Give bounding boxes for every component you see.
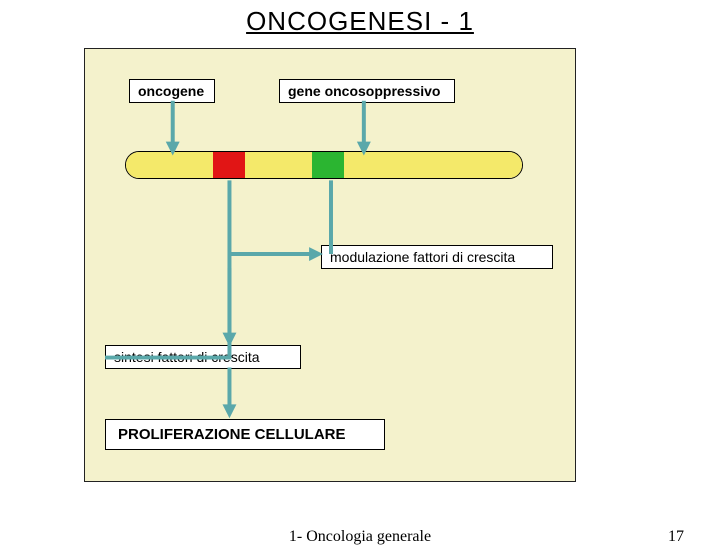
node-suppressor: gene oncosoppressivo [279,79,455,103]
node-oncogene: oncogene [129,79,215,103]
chromosome-bar [125,151,523,179]
node-modulation: modulazione fattori di crescita [321,245,553,269]
node-synthesis: sintesi fattori di crescita [105,345,301,369]
page-number: 17 [668,528,684,546]
chromosome-segment [126,152,213,178]
chromosome-segment [245,152,312,178]
chromosome-segment [312,152,344,178]
node-proliferation: PROLIFERAZIONE CELLULARE [105,419,385,450]
footer-text: 1- Oncologia generale [289,528,431,546]
diagram-frame: oncogene gene oncosoppressivo modulazion… [84,48,576,482]
chromosome-segment [213,152,245,178]
chromosome-segment [344,152,522,178]
page-title: ONCOGENESI - 1 [246,6,474,37]
